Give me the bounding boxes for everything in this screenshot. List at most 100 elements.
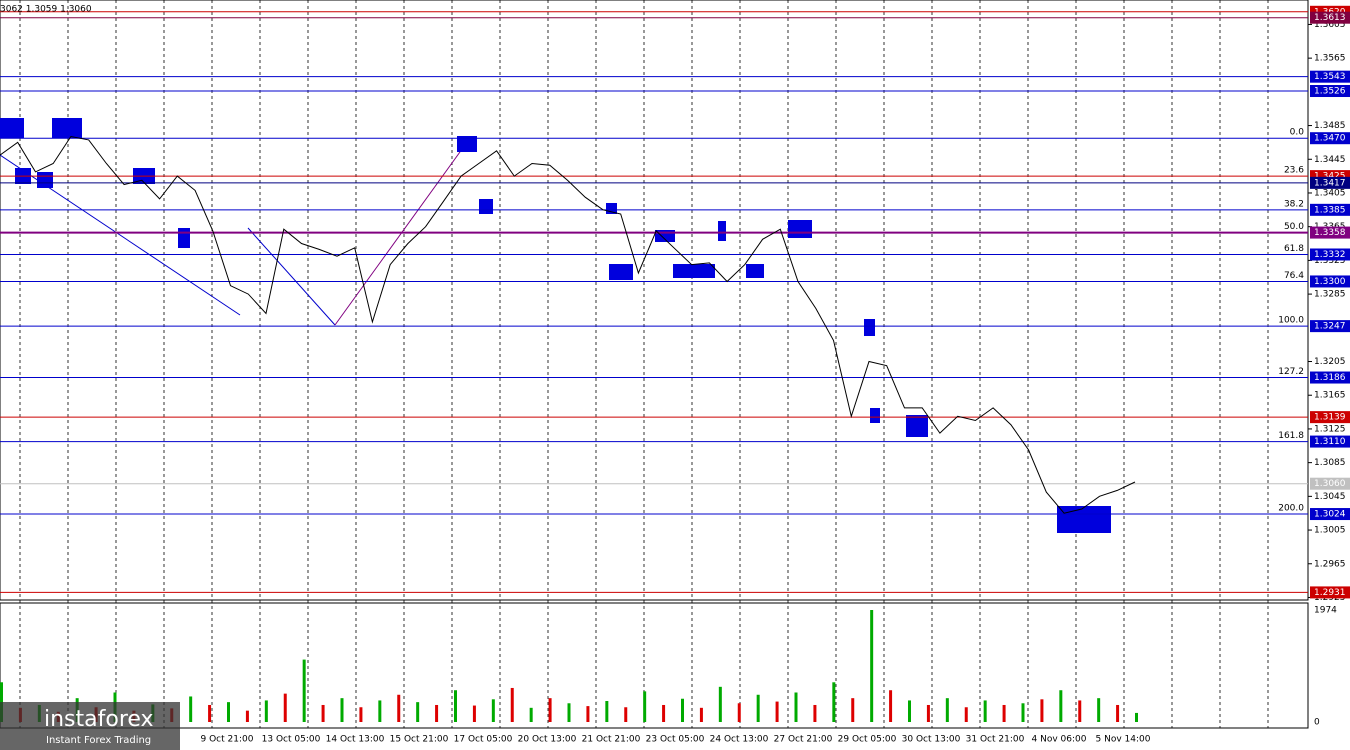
level-label: 1.3139 [1310, 411, 1350, 424]
level-label: 1.3358 [1310, 226, 1350, 239]
volume-bar [302, 659, 306, 722]
marker [673, 264, 715, 278]
level-value: 1.3024 [1314, 510, 1346, 520]
y-tick-label: 1.3605 [1314, 20, 1346, 30]
y-tick-label: 1.3005 [1314, 526, 1346, 536]
price-panel [0, 0, 1309, 601]
level-box [1310, 132, 1350, 145]
level-box [1310, 586, 1350, 599]
volume-bar [1002, 704, 1006, 722]
volume-bar [775, 701, 779, 722]
marker [870, 408, 880, 423]
volume-bar [832, 682, 836, 722]
x-tick-label: 15 Oct 21:00 [390, 735, 449, 745]
fib-label: 0.0 [1290, 128, 1305, 138]
level-label: 1.3470 [1310, 132, 1350, 145]
level-box [1310, 411, 1350, 424]
fib-label: 50.0 [1284, 222, 1304, 232]
y-tick-label: 1.3165 [1314, 391, 1346, 401]
level-box [1310, 85, 1350, 98]
level-box [1310, 11, 1350, 24]
volume-bar [454, 690, 457, 722]
level-label: 1.3332 [1310, 248, 1350, 261]
fib-label: 200.0 [1278, 504, 1304, 514]
level-value: 1.3470 [1314, 134, 1346, 144]
volume-bar [435, 704, 439, 722]
volume-bar [189, 696, 193, 722]
level-label: 1.3300 [1310, 275, 1350, 288]
level-value: 1.3526 [1314, 87, 1346, 97]
fib-label: 76.4 [1284, 271, 1304, 281]
y-tick-label: 1.3085 [1314, 458, 1346, 468]
level-value: 1.3300 [1314, 277, 1346, 287]
level-label: 1.3613 [1310, 11, 1350, 24]
level-label: 1.3110 [1310, 435, 1350, 448]
volume-bar [870, 610, 874, 722]
level-label: 1.3024 [1310, 508, 1350, 521]
marker [788, 220, 812, 238]
level-value: 1.2931 [1314, 588, 1346, 598]
marker [178, 228, 190, 248]
volume-bar [1040, 699, 1044, 722]
level-box [1310, 320, 1350, 333]
header: 3062 1.3059 1.3060 [0, 5, 92, 15]
volume-tick-label: 0 [1314, 718, 1320, 728]
x-tick-label: 27 Oct 21:00 [774, 735, 833, 745]
x-tick-label: 17 Oct 05:00 [454, 735, 513, 745]
y-tick-label: 1.2965 [1314, 559, 1346, 569]
x-tick-label: 20 Oct 13:00 [518, 735, 577, 745]
level-label: 1.3247 [1310, 320, 1350, 333]
volume-bar [472, 705, 476, 722]
marker [0, 118, 24, 138]
volume-bar [681, 698, 684, 722]
volume-bar [1078, 700, 1082, 722]
level-value: 1.3613 [1314, 13, 1346, 23]
y-tick-label: 1.3125 [1314, 424, 1346, 434]
level-box [1310, 226, 1350, 239]
level-value: 1.3186 [1314, 373, 1346, 383]
level-value: 1.3110 [1314, 437, 1346, 447]
logo-bg [0, 702, 180, 750]
volume-bar [605, 701, 609, 722]
volume-bar [889, 690, 893, 722]
x-tick-label: 5 Nov 14:00 [1096, 735, 1151, 745]
marker [1057, 506, 1111, 533]
price-line [0, 135, 1136, 514]
level-label: 1.3417 [1310, 176, 1350, 189]
volume-bar [264, 700, 268, 722]
volume-bar [964, 707, 968, 722]
volume-bar [586, 706, 590, 722]
volume-bar [510, 687, 514, 722]
level-value: 1.3332 [1314, 250, 1346, 260]
volume-bar [283, 693, 287, 722]
volume-bar [529, 707, 533, 722]
volume-bar [851, 698, 855, 722]
marker [457, 136, 477, 152]
volume-bar [378, 700, 382, 722]
volume-bar [359, 707, 363, 722]
volume-bar [491, 699, 495, 722]
volume-bar [1059, 690, 1063, 722]
x-tick-label: 21 Oct 21:00 [582, 735, 641, 745]
y-tick-label: 1.3045 [1314, 492, 1346, 502]
fib-label: 38.2 [1284, 199, 1304, 209]
marker [479, 199, 493, 214]
x-tick-label: 13 Oct 05:00 [262, 735, 321, 745]
y-tick-label: 1.3205 [1314, 357, 1346, 367]
level-value: 1.3358 [1314, 228, 1346, 238]
level-label: 1.3543 [1310, 70, 1350, 83]
logo-tagline: Instant Forex Trading [46, 735, 151, 746]
y-tick-label: 1.3285 [1314, 290, 1346, 300]
volume-bar [1097, 698, 1101, 722]
volume-bar [624, 707, 628, 722]
volume-bar [756, 694, 760, 722]
y-tick-label: 1.3445 [1314, 155, 1346, 165]
x-tick-label: 24 Oct 13:00 [710, 735, 769, 745]
volume-bar [983, 700, 987, 722]
volume-bar [908, 700, 911, 722]
volume-bar [643, 691, 647, 722]
fib-label: 161.8 [1278, 431, 1304, 441]
x-tick-label: 29 Oct 05:00 [838, 735, 897, 745]
level-box [1310, 435, 1350, 448]
